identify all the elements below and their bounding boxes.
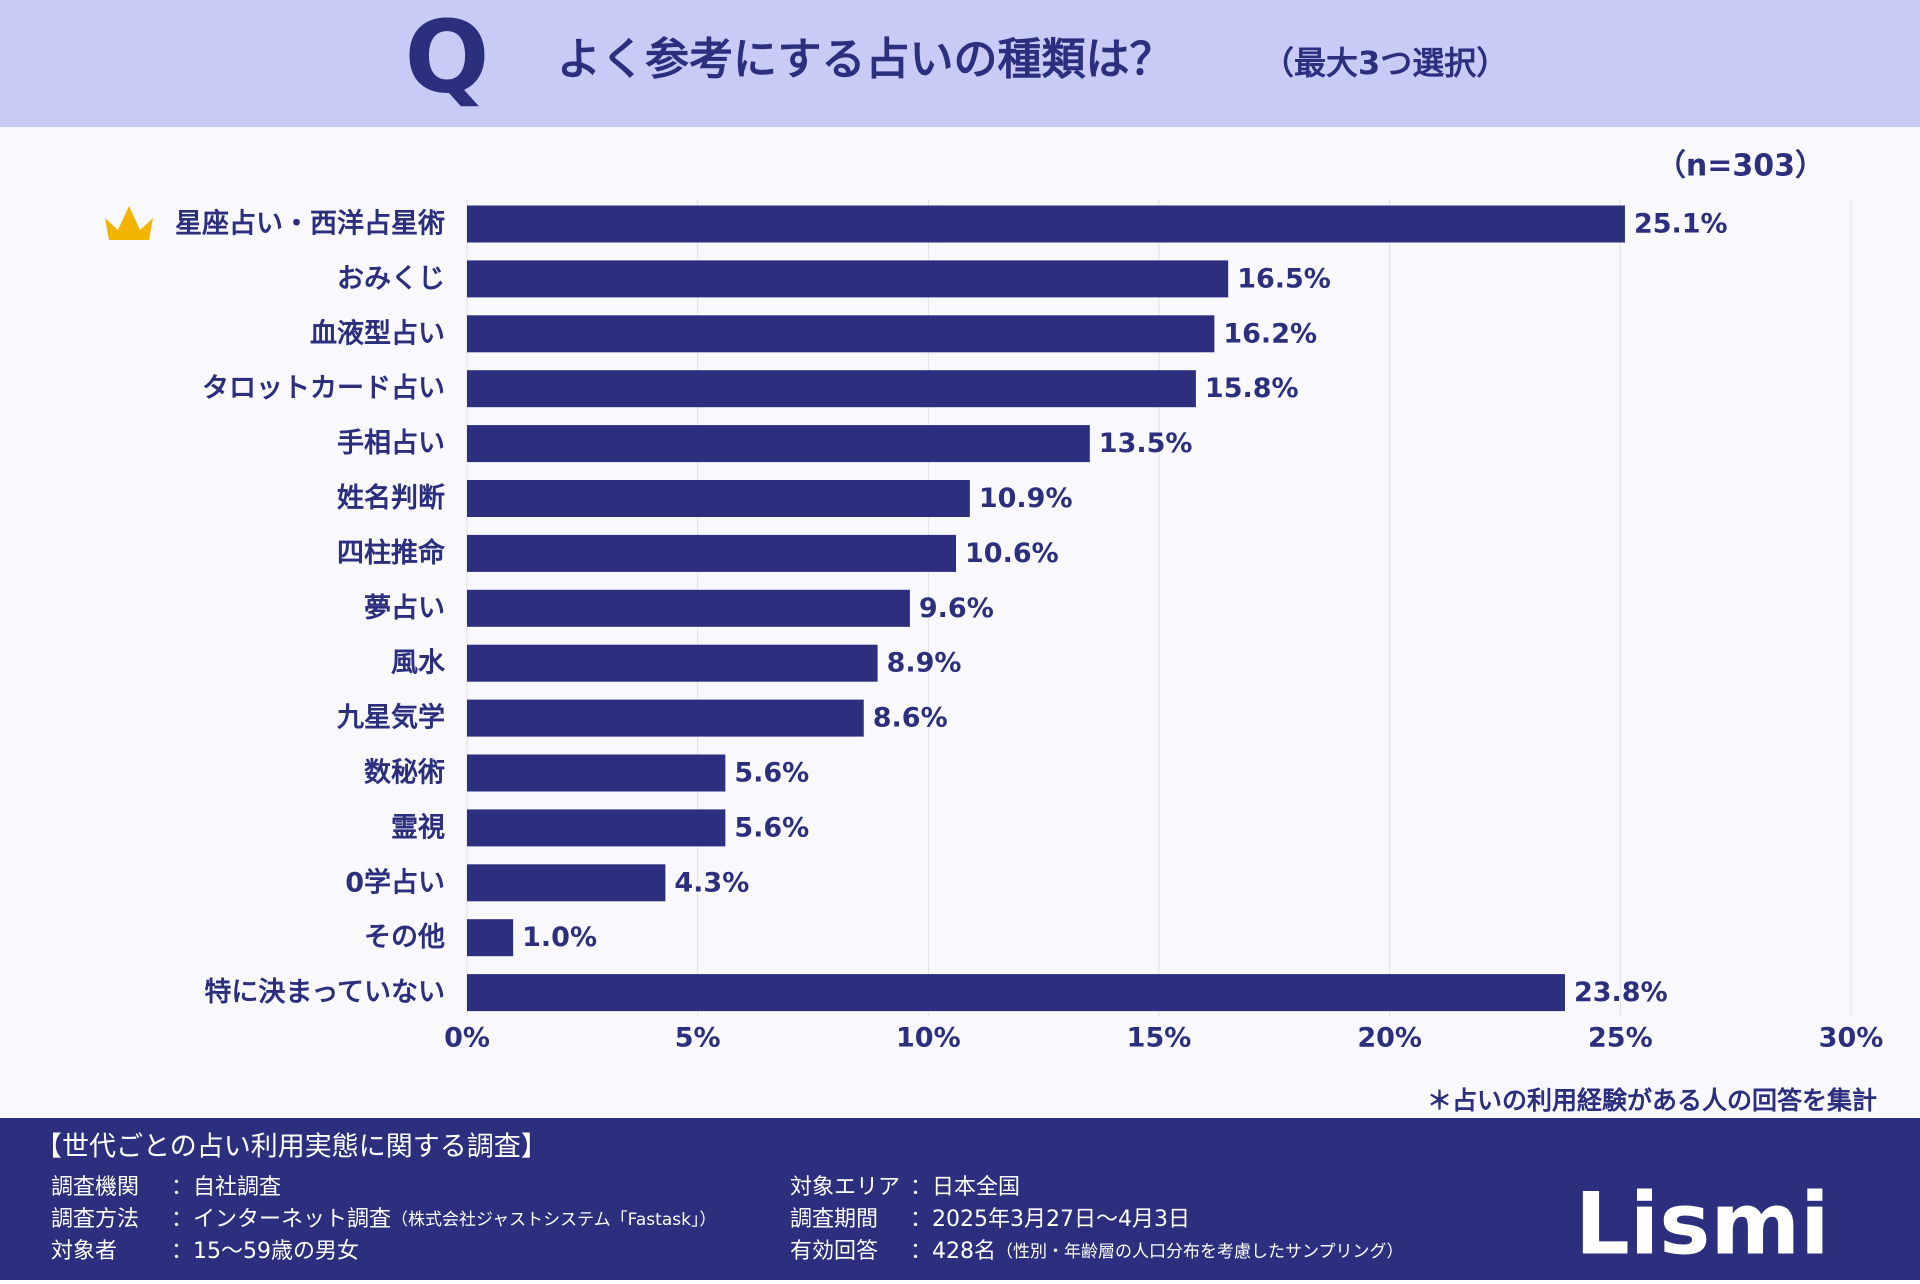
survey-label: 調査期間: [790, 1207, 878, 1232]
value-label: 16.2%: [1223, 318, 1317, 349]
value-label: 9.6%: [919, 593, 994, 624]
category-label: 姓名判断: [337, 482, 445, 514]
q-icon: Q: [404, 0, 489, 115]
category-label: 風水: [391, 648, 446, 679]
bar: [467, 864, 666, 902]
value-label: 23.8%: [1574, 977, 1668, 1008]
category-label: 血液型占い: [310, 318, 445, 349]
survey-value: ：自社調査: [171, 1175, 281, 1200]
survey-value: ：15〜59歳の男女: [171, 1239, 359, 1264]
value-label: 25.1%: [1634, 209, 1728, 240]
category-label: 霊視: [391, 812, 445, 843]
survey-note: （株式会社ジャストシステム「Fastask」）: [391, 1210, 716, 1230]
survey-value: ：インターネット調査（株式会社ジャストシステム「Fastask」）: [171, 1207, 716, 1232]
x-tick-label: 30%: [1819, 1023, 1884, 1054]
bar: [467, 919, 514, 957]
survey-value-text: ：日本全国: [910, 1175, 1020, 1200]
category-label: 0学占い: [345, 866, 445, 898]
sample-note: （n=303）: [1656, 149, 1825, 184]
bar: [467, 534, 957, 572]
bar: [467, 370, 1196, 408]
bar: [467, 260, 1229, 298]
survey-value: ：428名（性別・年齢層の人口分布を考慮したサンプリング）: [910, 1239, 1404, 1264]
category-label: 特に決まっていない: [204, 977, 445, 1008]
category-label: 星座占い・西洋占星術: [175, 208, 445, 240]
survey-value-text: ：428名: [910, 1239, 996, 1264]
x-tick-label: 10%: [896, 1023, 961, 1054]
x-tick-label: 5%: [675, 1023, 721, 1054]
bar: [467, 699, 864, 737]
chart-title: よく参考にする占いの種類は？: [557, 34, 1173, 85]
value-label: 5.6%: [734, 812, 809, 843]
category-label: 手相占い: [337, 428, 445, 459]
survey-value-text: ：インターネット調査: [171, 1207, 391, 1232]
bar: [467, 480, 970, 517]
category-label: タロットカード占い: [202, 373, 445, 404]
survey-label: 対象者: [51, 1239, 117, 1264]
value-label: 10.6%: [965, 538, 1059, 569]
x-tick-label: 15%: [1127, 1023, 1192, 1054]
value-label: 13.5%: [1099, 428, 1193, 459]
survey-label: 有効回答: [790, 1239, 878, 1264]
survey-label: 対象エリア: [790, 1175, 900, 1200]
survey-title: 【世代ごとの占い利用実態に関する調査】: [35, 1132, 548, 1163]
value-label: 5.6%: [734, 758, 809, 789]
value-label: 4.3%: [674, 867, 749, 898]
bar: [467, 315, 1215, 353]
survey-value-text: ：自社調査: [171, 1175, 281, 1200]
value-label: 16.5%: [1237, 263, 1331, 294]
survey-value: ：日本全国: [910, 1175, 1020, 1200]
chart-subtitle: （最大3つ選択）: [1262, 44, 1508, 82]
category-label: 九星気学: [337, 702, 445, 734]
value-label: 10.9%: [979, 483, 1073, 514]
x-tick-label: 25%: [1588, 1023, 1653, 1054]
survey-note: （性別・年齢層の人口分布を考慮したサンプリング）: [996, 1242, 1404, 1262]
value-label: 8.6%: [873, 703, 948, 734]
value-label: 8.9%: [887, 648, 962, 679]
header-band: [0, 0, 1920, 127]
x-tick-label: 0%: [444, 1023, 490, 1054]
bar: [467, 589, 910, 627]
survey-value-text: ：15〜59歳の男女: [171, 1239, 359, 1264]
category-label: 四柱推命: [337, 537, 446, 569]
logo: Lismi: [1575, 1174, 1830, 1274]
value-label: 15.8%: [1205, 373, 1299, 404]
category-label: 数秘術: [364, 758, 445, 789]
value-label: 1.0%: [522, 922, 597, 953]
category-label: その他: [364, 922, 445, 953]
bar: [467, 644, 878, 682]
bar: [467, 974, 1565, 1012]
footer-band: [0, 1118, 1920, 1280]
bar: [467, 425, 1090, 463]
survey-value: ：2025年3月27日〜4月3日: [910, 1207, 1190, 1232]
x-tick-label: 20%: [1357, 1023, 1422, 1054]
survey-label: 調査機関: [51, 1175, 139, 1200]
bar: [467, 809, 726, 847]
footnote: ＊占いの利用経験がある人の回答を集計: [1427, 1086, 1877, 1115]
category-label: おみくじ: [337, 263, 445, 294]
bar: [467, 754, 726, 792]
bar: [467, 205, 1625, 243]
category-label: 夢占い: [364, 593, 445, 624]
survey-label: 調査方法: [51, 1207, 139, 1232]
survey-value-text: ：2025年3月27日〜4月3日: [910, 1207, 1190, 1232]
crown-icon: [105, 206, 153, 240]
